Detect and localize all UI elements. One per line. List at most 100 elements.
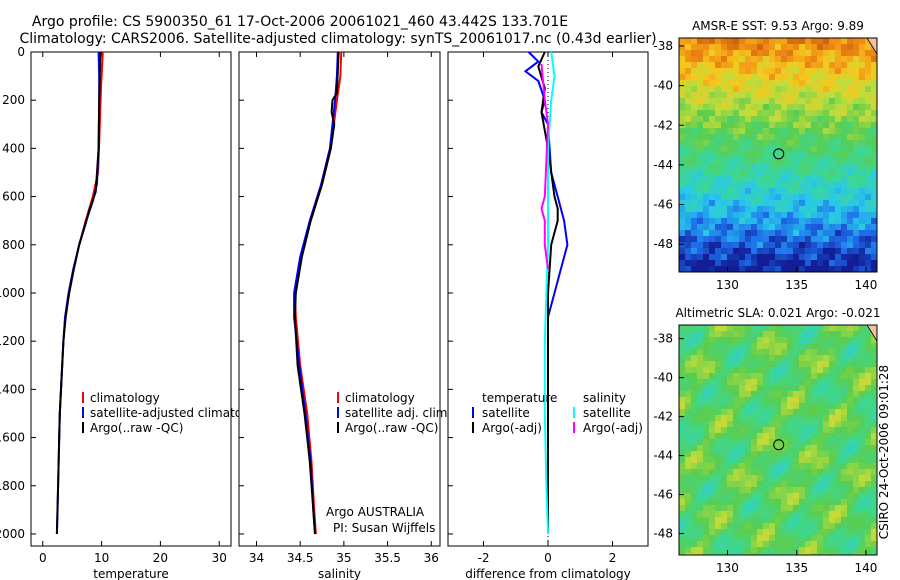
sla-cell (787, 475, 794, 482)
sla-cell (769, 529, 776, 536)
sla-cell (853, 463, 860, 470)
sla-cell (811, 427, 818, 434)
sst-cell (859, 194, 866, 201)
sst-cell (817, 224, 824, 231)
sla-cell (751, 379, 758, 386)
sla-cell (691, 493, 698, 500)
sla-cell (685, 553, 692, 556)
sla-cell (745, 517, 752, 524)
sla-cell (823, 439, 830, 446)
sst-cell (841, 152, 848, 159)
sst-cell (727, 170, 734, 177)
sst-cell (871, 158, 878, 165)
sla-cell (691, 553, 698, 556)
sst-cell (685, 122, 692, 129)
sla-cell (781, 373, 788, 380)
sst-cell (817, 38, 824, 45)
temperature-axes-box (30, 51, 232, 547)
sla-cell (769, 457, 776, 464)
sla-cell (709, 529, 716, 536)
sla-cell (859, 349, 866, 356)
sst-cell (727, 158, 734, 165)
sla-cell (727, 481, 734, 488)
sst-cell (835, 218, 842, 225)
sst-cell (805, 38, 812, 45)
sst-cell (799, 110, 806, 117)
sst-cell (829, 80, 836, 87)
sla-cell (811, 397, 818, 404)
sla-cell (703, 331, 710, 338)
sla-cell (769, 421, 776, 428)
sla-cell (739, 481, 746, 488)
sst-cell (721, 260, 728, 267)
sla-cell (697, 433, 704, 440)
sst-cell (739, 176, 746, 183)
sla-cell (691, 385, 698, 392)
sla-cell (739, 427, 746, 434)
sla-cell (691, 373, 698, 380)
sst-cell (769, 206, 776, 213)
sla-cell (835, 451, 842, 458)
sst-cell (709, 260, 716, 267)
sla-cell (829, 445, 836, 452)
sst-cell (739, 128, 746, 135)
sst-cell (715, 50, 722, 57)
sla-cell (799, 397, 806, 404)
sst-cell (733, 170, 740, 177)
sla-cell (781, 379, 788, 386)
difference-legend-title-salinity: salinity (583, 391, 626, 405)
sst-cell (835, 44, 842, 51)
sla-cell (679, 475, 686, 482)
sla-cell (721, 439, 728, 446)
sst-cell (859, 236, 866, 243)
sst-cell (709, 200, 716, 207)
sst-cell (859, 164, 866, 171)
sst-cell (769, 236, 776, 243)
sst-cell (697, 50, 704, 57)
sst-cell (823, 140, 830, 147)
sst-cell (865, 128, 872, 135)
sst-cell (847, 218, 854, 225)
sst-cell (733, 212, 740, 219)
sla-cell (841, 325, 848, 332)
sla-cell (679, 553, 686, 556)
sst-cell (697, 80, 704, 87)
sst-cell (805, 212, 812, 219)
sst-cell (775, 122, 782, 129)
sla-cell (703, 475, 710, 482)
sla-cell (775, 397, 782, 404)
sst-cell (835, 116, 842, 123)
sla-cell (793, 385, 800, 392)
sla-cell (871, 457, 878, 464)
sst-cell (865, 44, 872, 51)
sst-cell (739, 248, 746, 255)
sst-cell (859, 98, 866, 105)
sla-cell (853, 541, 860, 548)
sst-cell (871, 122, 878, 129)
sst-cell (805, 188, 812, 195)
sst-cell (685, 260, 692, 267)
sst-cell (835, 92, 842, 99)
sst-cell (829, 254, 836, 261)
sst-cell (841, 230, 848, 237)
sst-cell (751, 254, 758, 261)
sla-cell (811, 499, 818, 506)
sst-cell (679, 152, 686, 159)
sla-cell (715, 349, 722, 356)
sla-cell (853, 325, 860, 332)
sla-cell (685, 331, 692, 338)
sst-cell (775, 158, 782, 165)
sst-cell (805, 146, 812, 153)
sla-cell (739, 433, 746, 440)
sst-cell (829, 206, 836, 213)
sst-cell (721, 176, 728, 183)
sst-cell (691, 158, 698, 165)
sst-cell (829, 248, 836, 255)
sst-cell (805, 218, 812, 225)
sst-cell (805, 122, 812, 129)
sla-cell (805, 427, 812, 434)
sla-cell (817, 541, 824, 548)
sst-cell (781, 236, 788, 243)
sla-cell (715, 415, 722, 422)
sla-cell (697, 487, 704, 494)
